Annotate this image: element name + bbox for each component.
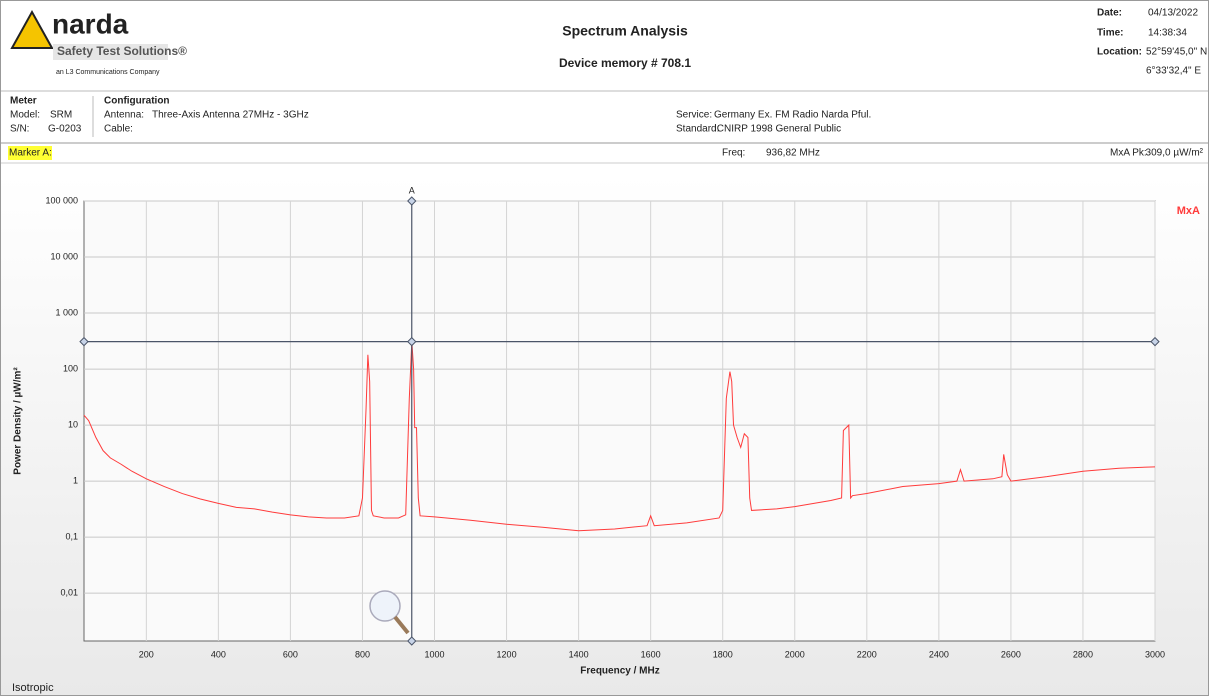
- location-lon: 6°33'32,4" E: [1146, 66, 1201, 77]
- legend-entry: MxA: [1177, 205, 1200, 217]
- y-tick-label: 0,01: [60, 588, 78, 598]
- zoom-icon: [369, 590, 401, 622]
- x-axis-title: Frequency / MHz: [580, 666, 659, 677]
- location-lat: 52°59'45,0" N: [1146, 47, 1207, 58]
- peak: 309,0 µW/m²: [1146, 148, 1204, 159]
- model-label: Model:: [10, 110, 40, 121]
- y-tick-label: 100 000: [45, 195, 78, 205]
- y-axis-title: Power Density / µW/m²: [13, 367, 24, 475]
- service: Germany Ex. FM Radio Narda Pful.: [714, 110, 871, 121]
- antenna: Three-Axis Antenna 27MHz - 3GHz: [152, 110, 309, 121]
- antenna-label: Antenna:: [104, 110, 144, 121]
- peak-label: MxA Pk:: [1110, 148, 1147, 159]
- x-tick-label: 2800: [1073, 649, 1093, 659]
- x-tick-label: 2600: [1001, 649, 1021, 659]
- sn: G-0203: [48, 124, 82, 135]
- x-tick-label: 200: [139, 649, 154, 659]
- freq-label: Freq:: [722, 148, 745, 159]
- plot-area: [83, 200, 1156, 642]
- location-label: Location:: [1097, 47, 1142, 58]
- y-tick-label: 0,1: [65, 532, 78, 542]
- marker-label: Marker A:: [9, 148, 52, 159]
- standard: ICNIRP 1998 General Public: [714, 124, 841, 135]
- x-tick-label: 400: [211, 649, 226, 659]
- x-tick-label: 600: [283, 649, 298, 659]
- standard-label: Standard:: [676, 124, 719, 135]
- x-tick-label: 800: [355, 649, 370, 659]
- marker-handle: [407, 336, 417, 347]
- x-tick-label: 1400: [569, 649, 589, 659]
- model: SRM: [50, 110, 72, 121]
- x-tick-label: 1600: [641, 649, 661, 659]
- date-label: Date:: [1097, 8, 1122, 19]
- sn-label: S/N:: [10, 124, 29, 135]
- config-heading: Configuration: [104, 96, 170, 107]
- x-tick-label: 1200: [497, 649, 517, 659]
- marker-highlight: [8, 146, 52, 160]
- logo-text: narda: [52, 8, 129, 39]
- service-label: Service:: [676, 110, 712, 121]
- cable-label: Cable:: [104, 124, 133, 135]
- x-tick-label: 3000: [1145, 649, 1165, 659]
- x-tick-label: 2000: [785, 649, 805, 659]
- time-label: Time:: [1097, 28, 1124, 39]
- time: 14:38:34: [1148, 28, 1187, 39]
- marker-handle: [407, 636, 417, 646]
- report-subtitle: Device memory # 708.1: [559, 56, 691, 70]
- report-title: Spectrum Analysis: [562, 23, 688, 39]
- x-tick-label: 2400: [929, 649, 949, 659]
- freq: 936,82 MHz: [766, 148, 820, 159]
- marker-label: A: [409, 185, 415, 195]
- logo-tagline: Safety Test Solutions®: [57, 44, 187, 58]
- meter-heading: Meter: [10, 96, 37, 107]
- footer: Isotropic: [12, 682, 54, 694]
- marker-handle: [79, 336, 89, 347]
- date: 04/13/2022: [1148, 8, 1198, 19]
- spectrum-line: [83, 341, 1156, 532]
- x-tick-label: 2200: [857, 649, 877, 659]
- y-tick-label: 10: [68, 419, 78, 429]
- logo-band: [53, 44, 168, 60]
- x-tick-label: 1000: [425, 649, 445, 659]
- y-tick-label: 100: [63, 363, 78, 373]
- y-tick-label: 1 000: [55, 307, 78, 317]
- zoom-icon: [393, 615, 410, 635]
- y-tick-label: 10 000: [50, 251, 78, 261]
- marker-handle: [1150, 336, 1160, 347]
- y-tick-label: 1: [73, 475, 78, 485]
- x-tick-label: 1800: [713, 649, 733, 659]
- marker-handle: [407, 196, 417, 206]
- logo-parent: an L3 Communications Company: [56, 69, 160, 76]
- logo-triangle: [10, 9, 54, 49]
